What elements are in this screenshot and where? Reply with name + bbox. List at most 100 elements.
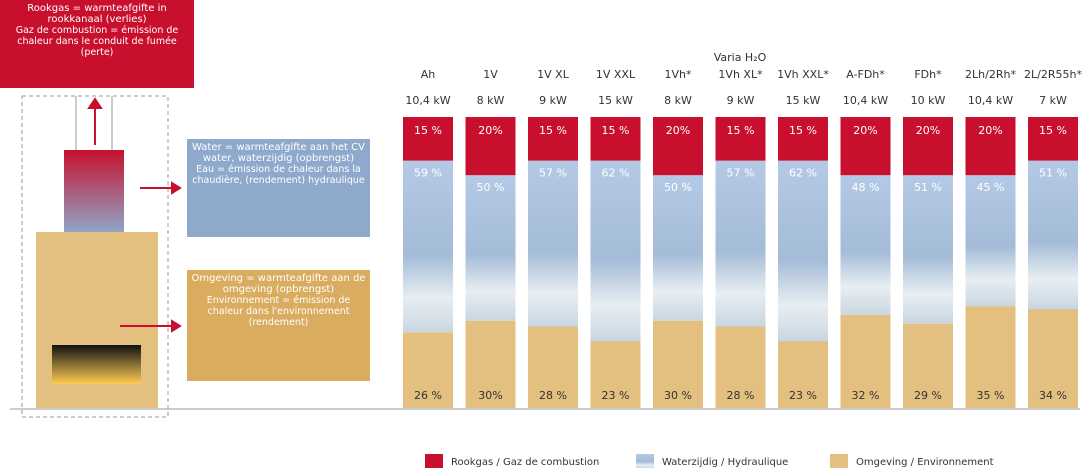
bar-segment bbox=[403, 160, 453, 333]
annotation-title: Rookgas = warmteafgifte in rookkanaal (v… bbox=[27, 3, 167, 25]
value-label: 20% bbox=[853, 124, 877, 137]
bar-segment bbox=[965, 175, 1016, 307]
legend-label: Omgeving / Environnement bbox=[856, 457, 994, 468]
bar-segment bbox=[1028, 160, 1078, 310]
chart-title: Varia H₂O bbox=[714, 51, 767, 64]
value-label: 15 % bbox=[1039, 124, 1067, 137]
x-tick-label: 2Lh/2Rh* bbox=[965, 68, 1016, 81]
x-tick-label: 1V bbox=[483, 68, 498, 81]
bar-segment bbox=[653, 117, 703, 176]
bar-segment bbox=[715, 117, 766, 161]
value-label: 62 % bbox=[602, 167, 630, 180]
value-label: 35 % bbox=[977, 389, 1005, 402]
bar-segment bbox=[590, 117, 641, 161]
value-label: 30% bbox=[478, 389, 502, 402]
bar-segment bbox=[840, 175, 891, 315]
value-label: 51 % bbox=[1039, 167, 1067, 180]
annotation-box: Rookgas = warmteafgifte in rookkanaal (v… bbox=[0, 0, 194, 88]
bar-segment bbox=[653, 175, 703, 321]
bar-segment bbox=[965, 117, 1016, 176]
bar-segment bbox=[840, 117, 891, 176]
bar-segment bbox=[778, 341, 828, 408]
value-label: 30 % bbox=[664, 389, 692, 402]
bar-segment bbox=[778, 160, 828, 342]
x-tick-label: 1V XL bbox=[537, 68, 570, 81]
legend-label: Waterzijdig / Hydraulique bbox=[662, 457, 788, 468]
power-label: 10,4 kW bbox=[405, 94, 450, 107]
value-label: 32 % bbox=[852, 389, 880, 402]
bar-segment bbox=[1028, 309, 1078, 408]
value-label: 20% bbox=[978, 124, 1002, 137]
bar-segment bbox=[528, 117, 578, 161]
value-label: 50 % bbox=[477, 181, 505, 194]
legend-label: Rookgas / Gaz de combustion bbox=[451, 457, 599, 468]
annotation-text: Eau = émission de chaleur dans la chaudi… bbox=[192, 164, 365, 186]
x-tick-label: 1V XXL bbox=[596, 68, 636, 81]
bar-segment bbox=[465, 175, 516, 321]
power-label: 9 kW bbox=[539, 94, 567, 107]
fire-window bbox=[52, 345, 141, 384]
bar-segment bbox=[528, 326, 578, 408]
bar-segment bbox=[465, 117, 516, 176]
value-label: 45 % bbox=[977, 181, 1005, 194]
value-label: 23 % bbox=[602, 389, 630, 402]
bar-segment bbox=[1028, 117, 1078, 161]
bar-segment bbox=[903, 117, 953, 176]
bar-segment bbox=[653, 320, 703, 408]
value-label: 57 % bbox=[727, 167, 755, 180]
value-label: 20% bbox=[916, 124, 940, 137]
annotation-title: Water = warmteafgifte aan het CV water, … bbox=[192, 142, 365, 164]
x-tick-label: 2L/2R55h* bbox=[1024, 68, 1082, 81]
annotation-text: Gaz de combustion = émission de chaleur … bbox=[15, 25, 179, 58]
bar-segment bbox=[903, 175, 953, 324]
bar-segment bbox=[465, 320, 516, 408]
bar-segment bbox=[715, 160, 766, 327]
x-tick-label: A-FDh* bbox=[846, 68, 885, 81]
legend-swatch bbox=[425, 454, 443, 468]
value-label: 15 % bbox=[727, 124, 755, 137]
value-label: 15 % bbox=[414, 124, 442, 137]
value-label: 57 % bbox=[539, 167, 567, 180]
bar-segment bbox=[965, 306, 1016, 408]
value-label: 23 % bbox=[789, 389, 817, 402]
annotation-box: Omgeving = warmteafgifte aan de omgeving… bbox=[187, 270, 370, 381]
bar-segment bbox=[403, 117, 453, 161]
value-label: 51 % bbox=[914, 181, 942, 194]
value-label: 15 % bbox=[539, 124, 567, 137]
value-label: 15 % bbox=[602, 124, 630, 137]
boiler bbox=[64, 150, 124, 232]
power-label: 10 kW bbox=[911, 94, 946, 107]
value-label: 59 % bbox=[414, 167, 442, 180]
bar-segment bbox=[840, 314, 891, 408]
value-label: 28 % bbox=[727, 389, 755, 402]
value-label: 26 % bbox=[414, 389, 442, 402]
power-label: 10,4 kW bbox=[843, 94, 888, 107]
value-label: 50 % bbox=[664, 181, 692, 194]
bar-segment bbox=[590, 341, 641, 408]
x-tick-label: 1Vh* bbox=[665, 68, 692, 81]
power-label: 15 kW bbox=[598, 94, 633, 107]
value-label: 28 % bbox=[539, 389, 567, 402]
power-label: 8 kW bbox=[664, 94, 692, 107]
legend-swatch bbox=[636, 454, 654, 468]
power-label: 15 kW bbox=[786, 94, 821, 107]
value-label: 34 % bbox=[1039, 389, 1067, 402]
value-label: 20% bbox=[666, 124, 690, 137]
value-label: 15 % bbox=[789, 124, 817, 137]
arrows bbox=[87, 97, 182, 333]
annotation-title: Omgeving = warmteafgifte aan de omgeving… bbox=[191, 273, 366, 295]
value-label: 62 % bbox=[789, 167, 817, 180]
bar-segment bbox=[403, 332, 453, 408]
x-tick-label: 1Vh XXL* bbox=[777, 68, 829, 81]
bar-segment bbox=[715, 326, 766, 408]
x-tick-label: 1Vh XL* bbox=[718, 68, 763, 81]
power-label: 9 kW bbox=[727, 94, 755, 107]
power-label: 7 kW bbox=[1039, 94, 1067, 107]
bar-segment bbox=[903, 323, 953, 408]
annotation-box: Water = warmteafgifte aan het CV water, … bbox=[187, 139, 370, 237]
power-label: 10,4 kW bbox=[968, 94, 1013, 107]
bar-segment bbox=[778, 117, 828, 161]
legend-swatch bbox=[830, 454, 848, 468]
